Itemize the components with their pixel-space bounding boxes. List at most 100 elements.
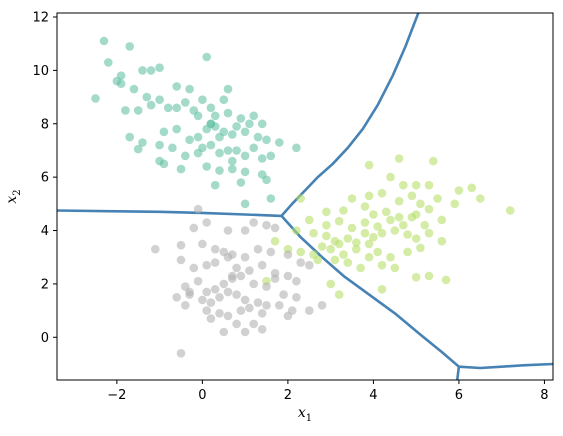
point-0-29: [223, 108, 233, 118]
point-2-46: [215, 293, 224, 302]
point-1-21: [339, 206, 348, 215]
point-1-34: [373, 222, 383, 231]
point-2-67: [257, 325, 267, 334]
point-2-14: [253, 244, 263, 254]
point-0-21: [181, 98, 190, 107]
point-1-69: [343, 258, 353, 267]
boundary-line-1: [280, 13, 420, 217]
point-0-16: [121, 106, 130, 115]
point-0-43: [219, 127, 229, 137]
point-0-66: [292, 143, 301, 153]
point-0-69: [176, 164, 186, 174]
point-2-34: [219, 279, 229, 289]
point-0-62: [240, 151, 250, 161]
point-1-40: [309, 228, 318, 238]
point-2-5: [223, 226, 233, 235]
point-1-25: [394, 212, 404, 222]
series-2: [151, 204, 327, 358]
point-0-32: [257, 119, 267, 129]
point-0-54: [181, 151, 190, 161]
point-2-27: [283, 271, 293, 281]
point-1-76: [326, 279, 336, 289]
point-2-58: [236, 306, 246, 315]
point-1-44: [343, 234, 353, 243]
point-0-52: [155, 140, 164, 150]
point-2-40: [279, 290, 288, 299]
point-0-31: [249, 111, 258, 121]
point-1-51: [411, 234, 421, 243]
point-1-43: [334, 239, 344, 249]
x-tick-label: 2: [284, 388, 292, 403]
point-0-17: [133, 106, 143, 115]
boundary-line-3: [458, 362, 553, 370]
point-1-46: [360, 228, 370, 238]
point-2-38: [262, 282, 271, 291]
point-2-45: [206, 298, 216, 307]
y-tick-label: 4: [41, 224, 49, 239]
point-0-5: [155, 63, 164, 72]
x-tick-label: 6: [455, 388, 463, 403]
point-1-61: [352, 244, 361, 254]
point-2-50: [253, 298, 263, 307]
point-2-10: [198, 239, 207, 249]
point-1-20: [322, 207, 331, 217]
point-2-51: [262, 301, 271, 310]
point-0-14: [223, 84, 233, 94]
point-0-68: [159, 159, 169, 169]
point-1-59: [326, 244, 336, 254]
x-axis-label-main: x: [298, 405, 306, 421]
point-1-78: [377, 285, 387, 294]
point-2-4: [202, 218, 211, 227]
point-2-29: [305, 260, 314, 270]
point-2-63: [305, 306, 314, 315]
x-tick-label: 0: [198, 388, 206, 403]
y-tick-label: 10: [32, 64, 49, 79]
point-1-24: [381, 207, 391, 217]
point-2-23: [232, 263, 241, 273]
boundary-line-2: [280, 215, 460, 368]
point-1-16: [433, 194, 442, 203]
series-0: [91, 36, 301, 209]
point-0-70: [202, 162, 211, 171]
point-1-2: [364, 160, 374, 170]
point-0-34: [138, 138, 147, 147]
point-0-30: [236, 114, 246, 123]
point-0-75: [262, 175, 271, 185]
point-1-0: [394, 154, 404, 163]
point-1-62: [364, 239, 374, 249]
point-1-36: [399, 220, 408, 230]
point-0-49: [262, 135, 271, 145]
point-2-31: [193, 276, 203, 286]
point-0-1: [104, 58, 113, 67]
point-2-9: [151, 244, 160, 254]
point-2-54: [181, 301, 190, 310]
point-0-24: [206, 103, 216, 113]
point-1-6: [424, 180, 434, 190]
point-1-53: [437, 236, 447, 246]
point-1-9: [296, 194, 306, 203]
point-2-11: [210, 244, 220, 254]
y-tick-label: 6: [41, 171, 49, 186]
point-0-28: [193, 111, 203, 121]
point-0-33: [125, 132, 134, 142]
point-1-52: [424, 228, 434, 238]
point-0-57: [206, 140, 216, 150]
point-2-49: [240, 295, 250, 305]
point-2-73: [185, 287, 194, 297]
point-1-47: [369, 232, 378, 242]
point-1-38: [420, 220, 430, 230]
point-2-37: [249, 279, 258, 289]
point-0-47: [245, 119, 254, 129]
point-0-26: [210, 111, 220, 121]
y-axis-label-subscript: 2: [12, 189, 23, 195]
point-0-65: [266, 151, 276, 161]
point-2-56: [215, 309, 224, 318]
plot-frame: [56, 12, 554, 381]
point-0-77: [236, 178, 246, 187]
point-2-3: [270, 223, 280, 233]
point-2-24: [245, 266, 254, 275]
point-0-48: [253, 132, 263, 142]
point-2-1: [249, 218, 258, 227]
point-1-33: [360, 218, 370, 227]
point-0-78: [266, 194, 276, 203]
